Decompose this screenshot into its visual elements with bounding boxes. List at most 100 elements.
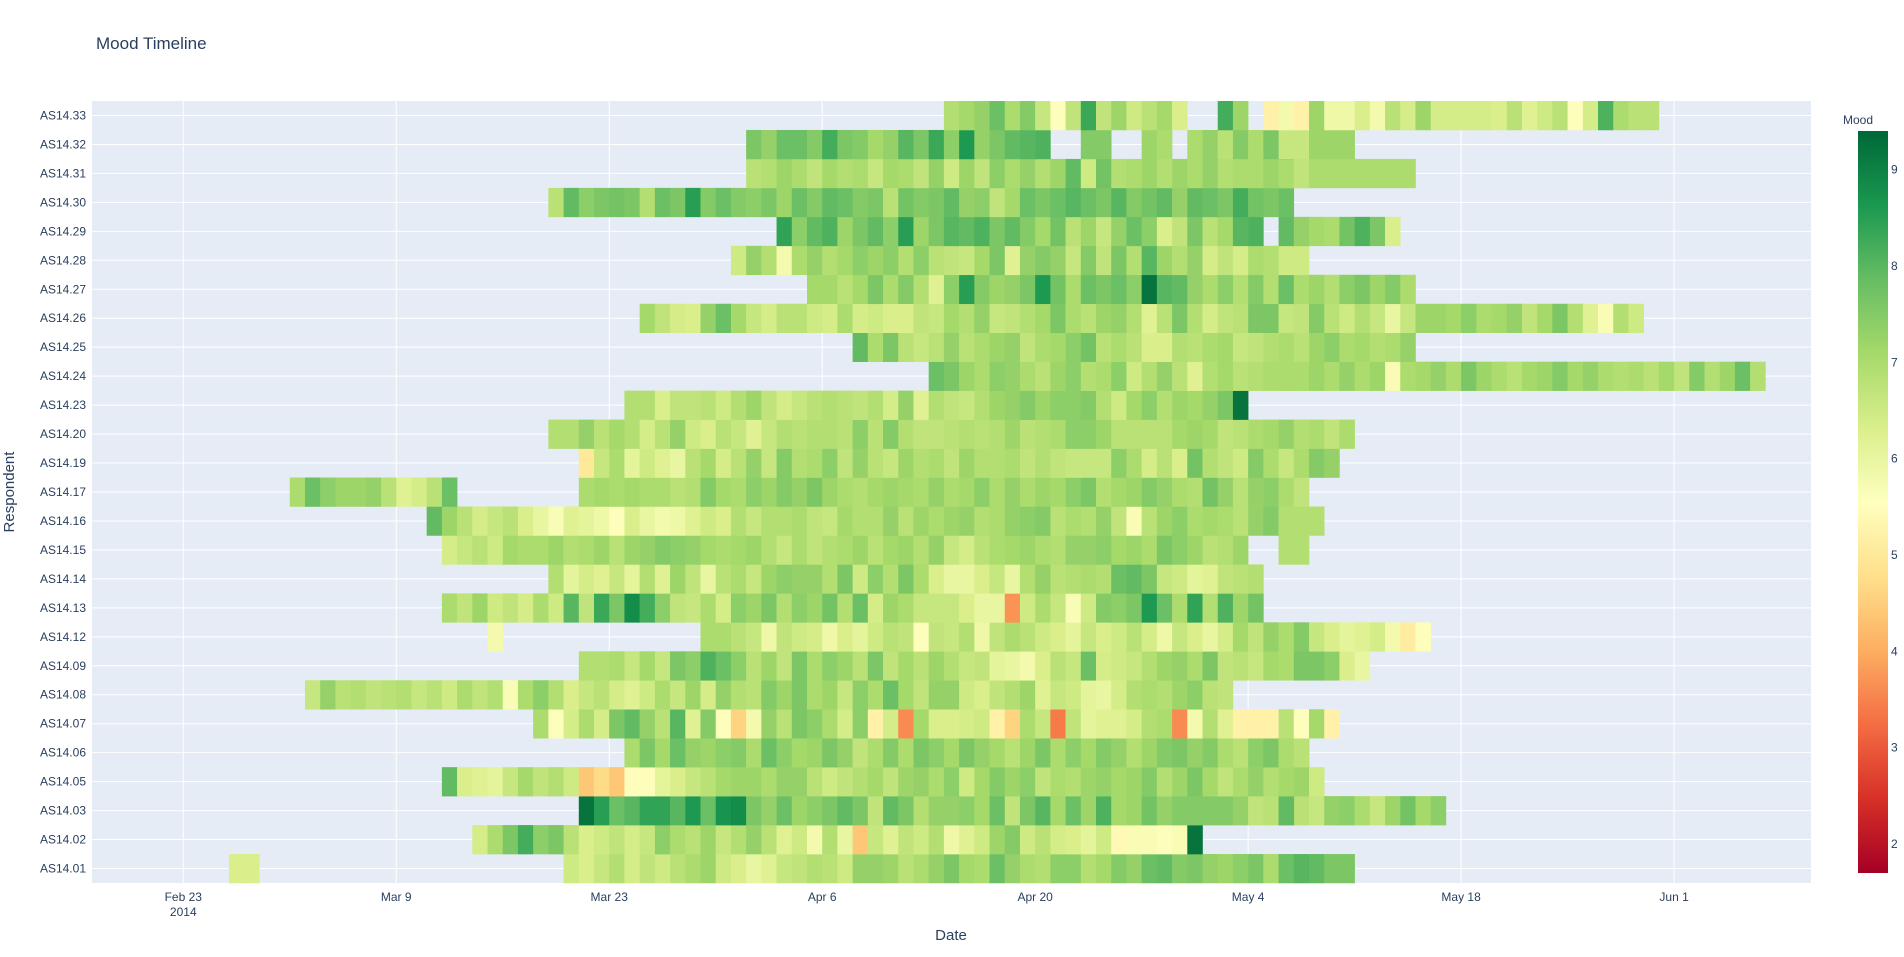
- heatmap-cell: [1111, 158, 1127, 189]
- heatmap-cell: [746, 825, 762, 855]
- heatmap-cell: [1293, 158, 1310, 189]
- heatmap-cell: [1202, 448, 1219, 478]
- heatmap-cell: [1339, 796, 1355, 826]
- heatmap-cell: [959, 651, 975, 681]
- heatmap-cell: [883, 796, 899, 826]
- heatmap-cell: [715, 419, 732, 449]
- heatmap-cell: [730, 651, 747, 681]
- heatmap-cell: [1430, 361, 1447, 391]
- heatmap-cell: [700, 564, 717, 594]
- heatmap-cell: [472, 593, 488, 623]
- heatmap-cell: [989, 477, 1006, 507]
- heatmap-cell: [578, 825, 595, 855]
- heatmap-cell: [654, 680, 671, 710]
- heatmap-cell: [761, 680, 777, 710]
- heatmap-cell: [1506, 303, 1523, 334]
- heatmap-cell: [1096, 245, 1112, 276]
- heatmap-cell: [1141, 738, 1158, 768]
- heatmap-cell: [776, 564, 793, 594]
- heatmap-cell: [1111, 477, 1127, 507]
- heatmap-cell: [1217, 854, 1234, 884]
- colorbar-tick-label: 7: [1891, 355, 1898, 369]
- heatmap-cell: [685, 593, 701, 623]
- heatmap-cell: [639, 738, 656, 768]
- heatmap-cell: [928, 506, 945, 536]
- heatmap-cell: [730, 506, 747, 536]
- heatmap-cell: [1643, 101, 1660, 131]
- heatmap-cell: [806, 506, 823, 536]
- heatmap-cell: [1065, 448, 1082, 478]
- heatmap-cell: [487, 593, 504, 623]
- x-tick-label: Mar 23: [591, 890, 629, 904]
- heatmap-cell: [1096, 129, 1112, 160]
- heatmap-cell: [502, 535, 519, 565]
- heatmap-cell: [1339, 303, 1355, 334]
- heatmap-cell: [685, 796, 701, 826]
- heatmap-cell: [852, 622, 869, 652]
- heatmap-cell: [913, 129, 929, 160]
- heatmap-cell: [700, 593, 717, 623]
- heatmap-cell: [730, 796, 747, 826]
- heatmap-cell: [1035, 651, 1051, 681]
- heatmap-cell: [715, 448, 732, 478]
- heatmap-cell: [1552, 101, 1568, 131]
- heatmap-cell: [943, 477, 960, 507]
- heatmap-cell: [639, 390, 656, 420]
- heatmap-cell: [1004, 593, 1021, 623]
- heatmap-cell: [883, 303, 899, 334]
- heatmap-cell: [989, 187, 1006, 218]
- heatmap-cell: [639, 477, 656, 507]
- heatmap-cell: [578, 854, 595, 884]
- heatmap-cell: [381, 680, 397, 710]
- x-tick-label: May 18: [1441, 890, 1481, 904]
- heatmap-cell: [1096, 535, 1112, 565]
- heatmap-cell: [822, 767, 838, 797]
- heatmap-cell: [776, 158, 793, 189]
- heatmap-cell: [1050, 535, 1066, 565]
- heatmap-cell: [1050, 593, 1066, 623]
- heatmap-cell: [426, 680, 443, 710]
- heatmap-cell: [1308, 303, 1325, 334]
- heatmap-cell: [943, 187, 960, 218]
- heatmap-cell: [654, 651, 671, 681]
- heatmap-cell: [1385, 622, 1401, 652]
- heatmap-cell: [898, 651, 914, 681]
- heatmap-cell: [1278, 158, 1295, 189]
- heatmap-cell: [852, 593, 869, 623]
- heatmap-cell: [791, 448, 808, 478]
- heatmap-cell: [1156, 332, 1173, 362]
- heatmap-cell: [883, 593, 899, 623]
- heatmap-cell: [806, 158, 823, 189]
- heatmap-cell: [1156, 680, 1173, 710]
- heatmap-cell: [1111, 796, 1127, 826]
- heatmap-cell: [639, 303, 656, 334]
- heatmap-cell: [1019, 390, 1036, 420]
- heatmap-cell: [943, 506, 960, 536]
- heatmap-cell: [943, 448, 960, 478]
- heatmap-cell: [1156, 245, 1173, 276]
- heatmap-cell: [1278, 216, 1295, 247]
- heatmap-cell: [761, 390, 777, 420]
- heatmap-cell: [700, 390, 717, 420]
- heatmap-cell: [1004, 187, 1021, 218]
- heatmap-cell: [822, 506, 838, 536]
- heatmap-cell: [517, 767, 534, 797]
- heatmap-cell: [913, 767, 929, 797]
- heatmap-cell: [624, 419, 640, 449]
- heatmap-cell: [1324, 854, 1340, 884]
- x-tick-label: Apr 20: [1017, 890, 1053, 904]
- heatmap-cell: [852, 477, 869, 507]
- heatmap-cell: [1080, 680, 1097, 710]
- heatmap-cell: [624, 796, 640, 826]
- heatmap-cell: [1156, 477, 1173, 507]
- heatmap-cell: [1035, 158, 1051, 189]
- heatmap-cell: [746, 593, 762, 623]
- heatmap-cell: [867, 709, 884, 739]
- heatmap-cell: [913, 796, 929, 826]
- heatmap-cell: [609, 680, 625, 710]
- heatmap-cell: [715, 767, 732, 797]
- colorbar-tick-label: 2: [1891, 837, 1898, 851]
- heatmap-cell: [761, 854, 777, 884]
- heatmap-cell: [700, 709, 717, 739]
- heatmap-cell: [746, 564, 762, 594]
